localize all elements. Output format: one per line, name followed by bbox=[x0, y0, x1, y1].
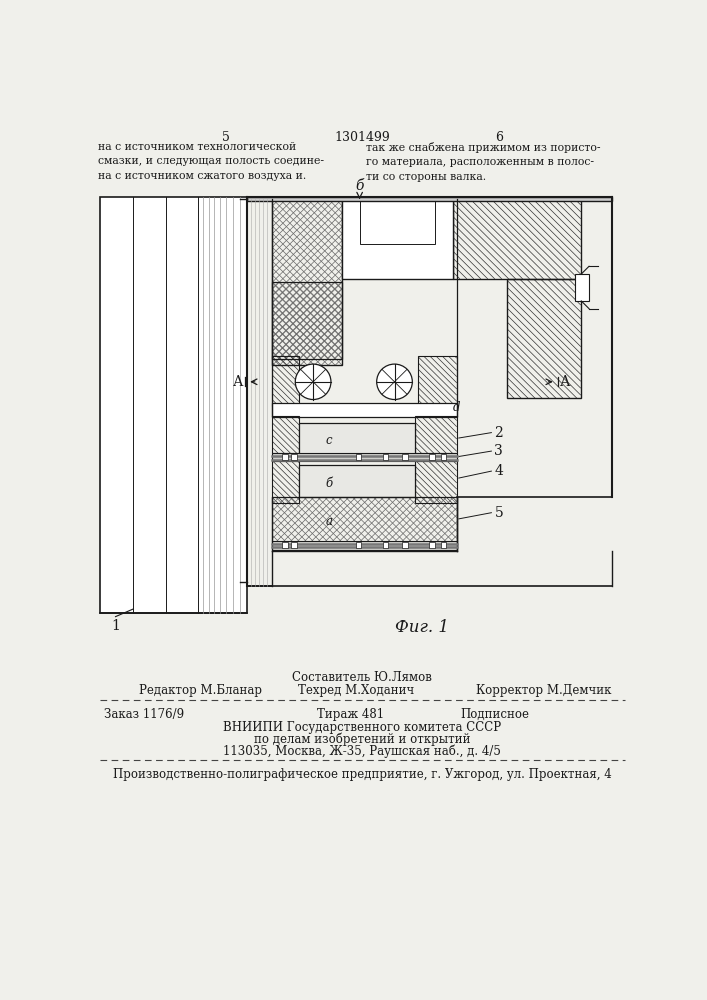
Bar bbox=[452, 199, 580, 279]
Text: на с источником технологической
смазки, и следующая полость соедине-
на с источн: на с источником технологической смазки, … bbox=[98, 142, 324, 181]
Text: Производственно-полиграфическое предприятие, г. Ужгород, ул. Проектная, 4: Производственно-полиграфическое предприя… bbox=[112, 768, 612, 781]
Bar bbox=[291, 454, 297, 460]
Bar bbox=[272, 497, 457, 542]
Bar bbox=[272, 403, 457, 417]
Text: А: А bbox=[233, 375, 243, 389]
Bar bbox=[299, 465, 416, 497]
Text: 4: 4 bbox=[494, 464, 503, 478]
Text: А: А bbox=[559, 375, 570, 389]
Bar bbox=[272, 461, 299, 503]
Bar bbox=[418, 356, 457, 406]
Bar bbox=[452, 199, 580, 279]
Text: Техред М.Ходанич: Техред М.Ходанич bbox=[298, 684, 414, 697]
Bar bbox=[247, 197, 612, 201]
Bar bbox=[272, 282, 341, 359]
Bar bbox=[272, 356, 299, 406]
Bar bbox=[507, 279, 580, 398]
Text: 1301499: 1301499 bbox=[334, 131, 390, 144]
Text: 5: 5 bbox=[221, 131, 230, 144]
Bar bbox=[429, 542, 435, 548]
Bar bbox=[441, 454, 446, 460]
Text: а: а bbox=[325, 515, 332, 528]
Bar bbox=[291, 542, 297, 548]
Bar bbox=[416, 416, 457, 453]
Circle shape bbox=[296, 364, 331, 400]
Bar bbox=[429, 454, 435, 460]
Text: d: d bbox=[452, 401, 460, 414]
Circle shape bbox=[377, 364, 412, 400]
Text: 113035, Москва, Ж-35, Раушская наб., д. 4/5: 113035, Москва, Ж-35, Раушская наб., д. … bbox=[223, 744, 501, 758]
Bar bbox=[507, 279, 580, 398]
Text: б: б bbox=[356, 179, 364, 193]
Bar bbox=[272, 497, 457, 542]
Bar bbox=[282, 454, 288, 460]
Bar bbox=[383, 454, 388, 460]
Text: Фиг. 1: Фиг. 1 bbox=[395, 619, 449, 636]
Text: по делам изобретений и открытий: по делам изобретений и открытий bbox=[254, 733, 470, 746]
Bar bbox=[575, 274, 589, 301]
Bar bbox=[272, 199, 341, 365]
Bar bbox=[441, 542, 446, 548]
Bar bbox=[272, 282, 341, 359]
Bar bbox=[272, 356, 299, 406]
Bar bbox=[418, 356, 457, 406]
Bar bbox=[282, 542, 288, 548]
Text: Редактор М.Бланар: Редактор М.Бланар bbox=[139, 684, 262, 697]
Bar bbox=[416, 461, 457, 503]
Bar bbox=[272, 541, 457, 550]
Text: Подписное: Подписное bbox=[460, 708, 530, 721]
Bar bbox=[272, 416, 299, 453]
Text: так же снабжена прижимом из пористо-
го материала, расположенным в полос-
ти со : так же снабжена прижимом из пористо- го … bbox=[366, 142, 600, 182]
Text: Тираж 481: Тираж 481 bbox=[317, 708, 384, 721]
Bar bbox=[272, 453, 457, 461]
Bar bbox=[272, 461, 299, 503]
Bar bbox=[383, 542, 388, 548]
Bar bbox=[272, 199, 341, 365]
Text: 1: 1 bbox=[111, 619, 120, 633]
Text: c: c bbox=[325, 434, 332, 447]
Text: 2: 2 bbox=[494, 426, 503, 440]
Text: 3: 3 bbox=[494, 444, 503, 458]
Bar bbox=[341, 199, 452, 279]
Bar bbox=[356, 542, 361, 548]
Bar bbox=[402, 454, 408, 460]
Bar bbox=[272, 416, 299, 453]
Text: 6: 6 bbox=[495, 131, 503, 144]
Bar bbox=[272, 497, 457, 542]
Bar bbox=[416, 461, 457, 503]
Text: 5: 5 bbox=[494, 506, 503, 520]
Text: ВНИИПИ Государственного комитета СССР: ВНИИПИ Государственного комитета СССР bbox=[223, 721, 501, 734]
Bar bbox=[272, 199, 341, 365]
Text: б: б bbox=[325, 477, 332, 490]
Bar bbox=[100, 197, 247, 613]
Bar bbox=[272, 282, 341, 359]
Bar bbox=[360, 199, 435, 244]
Text: Корректор М.Демчик: Корректор М.Демчик bbox=[476, 684, 612, 697]
Text: Заказ 1176/9: Заказ 1176/9 bbox=[104, 708, 184, 721]
Bar bbox=[402, 542, 408, 548]
Bar bbox=[416, 416, 457, 453]
Bar bbox=[356, 454, 361, 460]
Bar bbox=[299, 423, 416, 455]
Text: Составитель Ю.Лямов: Составитель Ю.Лямов bbox=[292, 671, 432, 684]
